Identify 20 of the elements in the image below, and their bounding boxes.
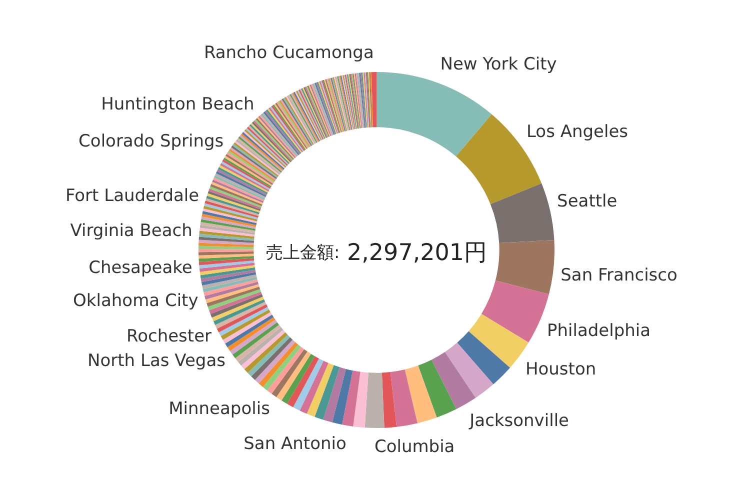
slice-label: Seattle — [557, 192, 618, 212]
slice-label: Fort Lauderdale — [65, 186, 200, 206]
slice-label: Rochester — [126, 326, 212, 347]
slice-label: New York City — [440, 54, 557, 75]
slice-label: Minneapolis — [168, 399, 270, 420]
slice-label: Virginia Beach — [70, 220, 192, 241]
slice-label: Chesapeake — [88, 258, 192, 278]
slice-label: San Francisco — [560, 265, 678, 286]
slice-label: San Antonio — [244, 434, 346, 454]
slice-label: Los Angeles — [526, 122, 628, 142]
slice-label: North Las Vegas — [88, 351, 226, 372]
slice-label: Huntington Beach — [101, 94, 254, 114]
slice-label: Houston — [525, 360, 596, 380]
slice-label: Jacksonville — [468, 411, 570, 432]
slice-label: Philadelphia — [546, 320, 651, 341]
slice-label: Rancho Cucamonga — [204, 43, 374, 64]
slice-label: Columbia — [374, 436, 455, 457]
slice-label: Oklahoma City — [73, 291, 198, 312]
text: 売上金額: 2,297,201円 — [266, 240, 488, 266]
slice-label: Colorado Springs — [78, 132, 224, 152]
